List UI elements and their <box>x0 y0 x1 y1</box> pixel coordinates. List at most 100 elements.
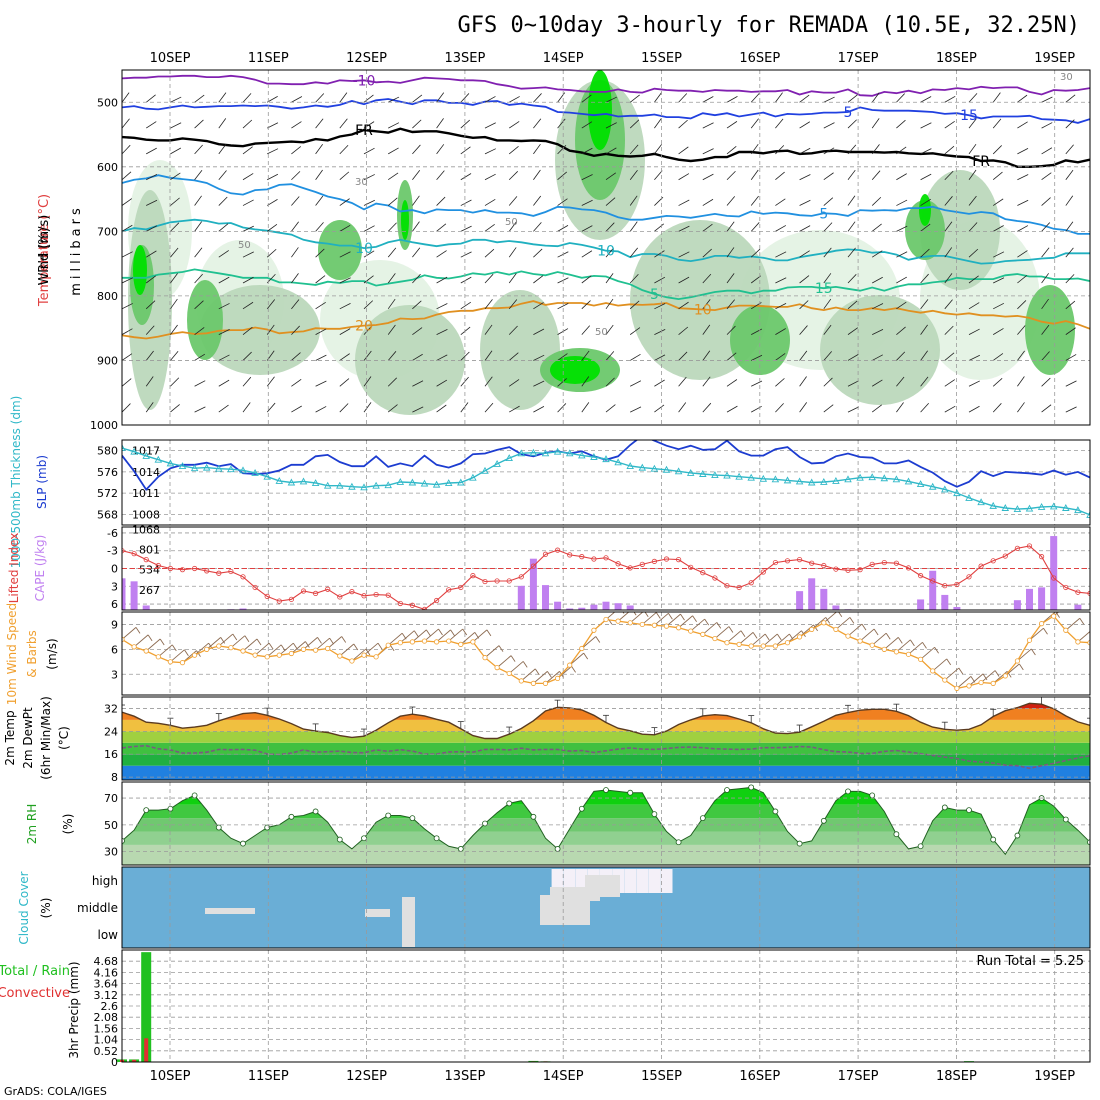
x-tick-label-top: 11SEP <box>248 51 289 66</box>
lifted-index-point <box>809 560 815 566</box>
thickness-point <box>614 458 622 466</box>
wind-barb <box>1065 380 1077 387</box>
wind-barb <box>968 169 977 180</box>
wind-barb <box>412 327 423 335</box>
wind-barb <box>170 324 178 335</box>
wind-barb <box>170 147 182 155</box>
wind-barb <box>242 173 254 181</box>
wind-speed-point <box>494 665 500 671</box>
wind-barb <box>702 350 711 361</box>
lifted-index-point <box>409 602 415 608</box>
wind-barb <box>944 352 955 361</box>
wind-barb <box>363 376 372 387</box>
lifted-index-point <box>966 574 972 580</box>
temperature-frame <box>121 696 1091 781</box>
precip-total-bar <box>141 952 152 1062</box>
temperature-tick-label: 16 <box>104 748 118 761</box>
lifted-index-point <box>760 569 766 575</box>
wind-barb-flag <box>825 617 831 624</box>
wind-barb <box>218 144 227 155</box>
wind-barb <box>508 661 524 674</box>
cape-bar <box>626 605 634 610</box>
lifted-index-point <box>712 575 718 581</box>
wind-barb <box>896 199 908 206</box>
cape-bar <box>590 604 598 610</box>
wind-barb <box>678 615 693 629</box>
wind-barb <box>750 93 760 103</box>
wind-barb-flag <box>692 615 697 623</box>
wind-barb <box>194 144 203 155</box>
wind-barb <box>315 302 326 310</box>
wind-barb-flag <box>728 626 734 633</box>
wind-barb <box>266 324 275 335</box>
wind-barb-flag <box>1018 663 1024 671</box>
wind-barb <box>702 273 712 284</box>
x-tick-label-bottom: 19SEP <box>1034 1069 1075 1084</box>
wind-barb <box>436 250 447 258</box>
wind-barb-flag <box>1031 648 1036 656</box>
rh-point <box>869 792 876 799</box>
wind-barb <box>122 303 133 310</box>
wind-barb <box>291 171 301 181</box>
wind-barb <box>581 350 590 361</box>
precip-frame <box>121 949 1091 1063</box>
wind-barb <box>388 96 400 103</box>
cape-bar <box>832 605 840 610</box>
wind-barb <box>533 169 541 180</box>
wind-barb <box>738 632 754 645</box>
wind-barb <box>400 630 415 644</box>
wind-barb <box>726 325 736 335</box>
precip-tick-label: 2.08 <box>94 1011 119 1024</box>
wind-speed-point <box>470 639 476 645</box>
wind-barb <box>896 119 906 129</box>
wind-barb <box>170 273 178 284</box>
thickness-point <box>311 479 320 486</box>
temperature-side-label: (6hr Min/Max) <box>39 696 53 780</box>
wind-barb <box>122 224 133 232</box>
x-tick-label-top: 15SEP <box>641 51 682 66</box>
wind-barb <box>581 376 590 387</box>
rh-point <box>627 789 634 796</box>
thickness-point <box>699 470 707 477</box>
wind-barb <box>194 353 206 361</box>
wind-barb <box>823 273 832 284</box>
wind-speed-point <box>772 643 779 649</box>
wind-barb <box>605 122 617 129</box>
wind-barb <box>690 618 705 632</box>
run-total-label: Run Total = 5.25 <box>976 954 1084 969</box>
wind-barb <box>871 196 882 206</box>
wind-barb <box>315 406 327 413</box>
lifted-index-point <box>905 565 912 571</box>
wind-barb <box>775 403 784 413</box>
wind-barb <box>363 402 372 413</box>
wind-barb <box>775 225 787 232</box>
wind-barb <box>508 325 518 335</box>
wind-barb <box>629 221 638 232</box>
lifted-index-point <box>252 584 258 591</box>
wind-barb <box>146 174 158 181</box>
wind-barb <box>847 327 859 335</box>
wind-barb-flag <box>873 628 879 636</box>
wind-barb <box>654 612 669 626</box>
wind-barb <box>702 122 714 129</box>
rh-side-label: 2m RH <box>25 804 39 845</box>
lifted-index-point <box>845 567 851 573</box>
temperature-band <box>122 742 1090 755</box>
rh-point <box>1087 839 1090 846</box>
rh-point <box>748 784 755 791</box>
wind-barb <box>218 276 230 284</box>
wind-barb <box>1041 172 1052 181</box>
upper-air-side-label: Wind (m/s) <box>37 215 52 286</box>
wind-barb <box>944 667 960 681</box>
wind-barb <box>920 248 930 258</box>
wind-speed-point <box>627 620 633 626</box>
wind-barb <box>799 376 807 387</box>
thickness-point <box>299 477 308 485</box>
wind-barb <box>218 379 230 387</box>
precip-tick-label: 4.68 <box>94 955 119 968</box>
cloud-side-label: Cloud Cover <box>17 871 31 944</box>
wind-barb <box>1041 122 1053 129</box>
wind-speed-point <box>881 646 887 652</box>
wind-barb <box>484 96 496 103</box>
wind-barb <box>145 350 154 361</box>
